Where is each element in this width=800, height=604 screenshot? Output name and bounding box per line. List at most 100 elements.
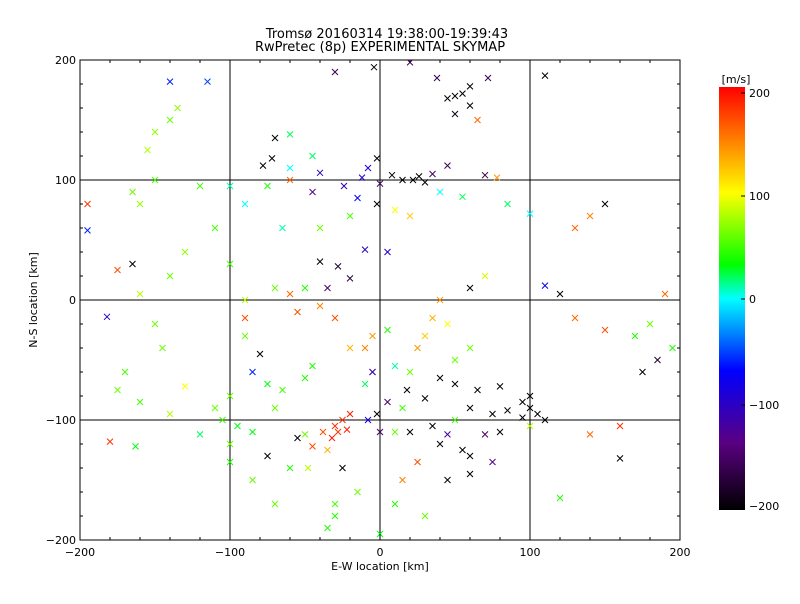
data-point-22 [388,171,396,179]
data-point-107 [496,428,504,436]
data-point-73 [309,362,316,370]
data-point-155 [376,428,384,436]
x-tick-label-0: −200 [65,546,95,559]
data-point-86 [324,446,331,454]
data-point-85 [294,434,301,442]
data-point-72 [301,374,309,382]
data-point-104 [459,446,466,454]
data-point-148 [526,422,534,430]
data-point-166 [249,368,256,376]
data-point-202 [249,476,256,484]
data-point-19 [340,182,348,190]
data-point-113 [519,398,526,406]
data-point-178 [286,164,294,172]
data-point-149 [489,458,496,466]
data-point-92 [319,428,327,436]
data-point-15 [268,155,276,162]
data-point-114 [526,392,534,400]
data-point-141 [444,320,451,328]
data-point-57 [541,282,549,289]
y-tick-label-2: 0 [69,294,76,307]
data-point-122 [403,386,411,394]
data-point-3 [331,68,339,76]
colorbar-label: [m/s] [722,73,751,86]
data-point-87 [331,422,339,430]
data-point-165 [279,386,286,394]
data-point-152 [369,368,376,376]
data-point-183 [166,116,174,124]
data-point-200 [226,440,234,448]
data-point-151 [444,476,451,484]
y-tick-label-0: −200 [46,534,76,547]
data-point-133 [391,362,399,370]
data-point-65 [654,356,661,364]
data-point-150 [466,470,474,478]
data-point-118 [444,431,451,438]
data-point-131 [346,344,354,352]
data-point-182 [174,104,181,112]
colorbar-tick-label-3: −100 [749,399,779,412]
data-point-53 [361,246,369,253]
data-point-17 [286,176,294,184]
data-point-105 [466,452,474,460]
data-point-84 [309,443,316,450]
data-point-126 [474,386,481,394]
data-point-60 [601,326,609,334]
data-point-184 [151,128,159,136]
data-point-185 [144,146,151,154]
data-point-177 [309,152,316,160]
data-point-176 [346,212,354,220]
data-point-119 [429,422,436,430]
data-point-163 [264,452,271,460]
chart-title: Tromsø 20160314 19:38:00-19:39:43 [265,27,508,42]
data-point-58 [556,290,564,298]
data-point-71 [264,380,271,388]
data-point-201 [226,458,234,466]
data-point-31 [373,155,381,162]
data-point-128 [406,368,414,376]
data-point-83 [301,431,309,438]
colorbar [719,87,745,510]
data-point-143 [466,344,474,352]
data-point-8 [459,90,466,97]
data-point-88 [334,428,342,436]
data-point-157 [391,500,399,508]
data-point-21 [376,180,384,187]
data-point-80 [196,431,204,438]
data-point-147 [616,422,624,430]
data-point-138 [421,332,429,340]
data-point-56 [481,272,489,280]
data-point-134 [361,380,369,388]
data-point-96 [331,500,339,508]
data-point-99 [286,464,294,472]
data-point-26 [421,179,429,186]
data-point-168 [226,260,234,268]
colorbar-tick-label-0: 200 [749,87,770,100]
data-point-37 [406,212,414,220]
data-point-6 [444,95,451,102]
data-point-129 [361,344,369,352]
y-tick-label-4: 200 [55,54,76,67]
data-point-43 [586,212,594,220]
data-point-89 [339,416,346,424]
data-point-11 [541,72,549,79]
grid [80,60,680,540]
data-point-34 [354,194,361,202]
data-point-191 [181,248,189,256]
data-point-29 [481,171,489,179]
data-point-190 [211,224,219,232]
data-point-5 [433,74,441,82]
data-point-38 [436,188,444,196]
data-point-174 [226,182,234,190]
y-axis-label: N-S location [km] [27,252,40,348]
data-point-179 [264,182,271,190]
x-tick-label-3: 100 [520,546,541,559]
data-point-192 [166,272,174,280]
data-point-0 [166,78,174,85]
data-point-39 [459,193,466,201]
data-point-98 [324,524,331,532]
data-point-186 [151,176,159,184]
data-point-40 [504,200,511,208]
data-point-28 [444,162,451,169]
data-point-127 [496,383,504,390]
